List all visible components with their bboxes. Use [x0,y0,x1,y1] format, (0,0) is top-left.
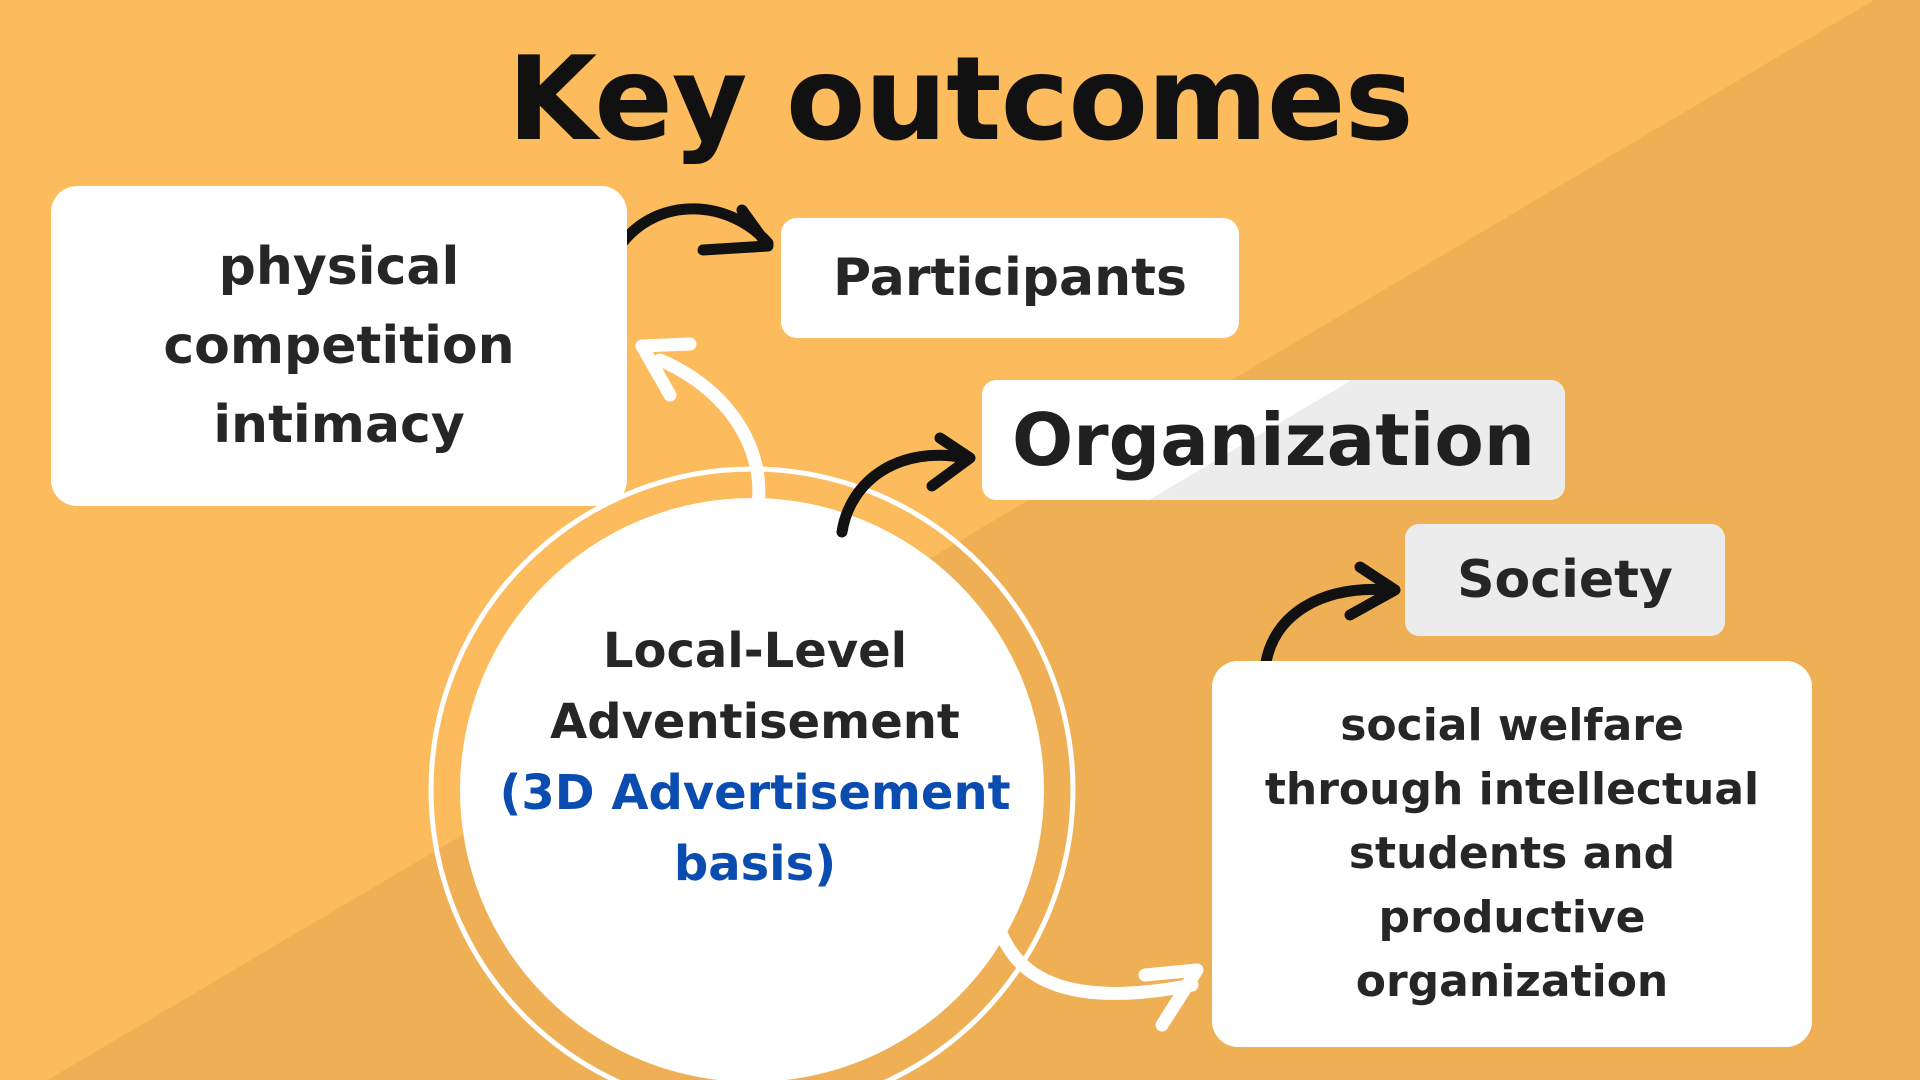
organization-label: Organization [1011,398,1536,482]
participants-label: Participants [833,248,1187,308]
center-label-main: Local-Level Adventisement [550,623,960,750]
organization-card: Organization [982,380,1565,500]
arrow-to-society-icon [1260,561,1401,668]
center-label-sub: (3D Advertisement basis) [499,765,1011,892]
arrow-to-physical-icon [635,337,766,512]
welfare-card-text: social welfare through intellectual stud… [1264,700,1760,1007]
welfare-card: social welfare through intellectual stud… [1212,661,1812,1047]
center-label: Local-Level Adventisement (3D Advertisem… [450,616,1060,900]
page-title: Key outcomes [507,32,1413,167]
physical-card: physical competition intimacy [51,186,627,506]
participants-card: Participants [781,218,1239,338]
physical-card-text: physical competition intimacy [163,236,515,455]
society-card: Society [1405,524,1725,636]
arrow-to-organization-icon [836,432,976,538]
arrow-to-participants-icon [616,203,774,256]
arrow-to-welfare-icon [995,928,1204,1032]
society-label: Society [1457,550,1673,610]
center-circle [460,498,1044,1080]
